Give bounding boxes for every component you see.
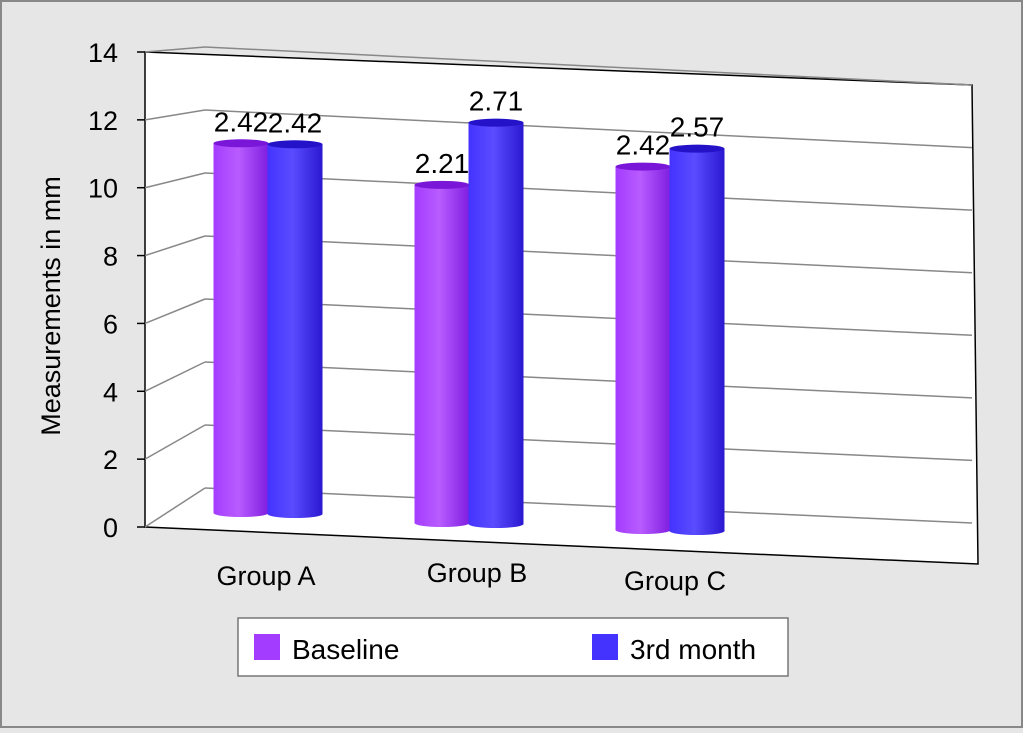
legend-label-3rd-month: 3rd month xyxy=(630,634,756,665)
bars: 2.42 2.422.212.712.422.57 xyxy=(213,86,725,535)
y-axis-title: Measurements in mm xyxy=(36,176,66,436)
bar-top xyxy=(213,139,269,148)
bar-body xyxy=(468,122,524,529)
data-label: 2.21 xyxy=(415,148,470,179)
gridline xyxy=(204,361,973,399)
gridline xyxy=(204,298,973,337)
gridline-side xyxy=(144,235,206,257)
bar-body xyxy=(267,144,323,518)
legend-label-baseline: Baseline xyxy=(292,634,399,665)
y-tick-label: 8 xyxy=(103,242,118,272)
data-label: 2.42 xyxy=(616,130,671,161)
data-label: 2.57 xyxy=(670,112,725,143)
legend-swatch-baseline xyxy=(254,634,280,660)
bar-top xyxy=(468,118,524,127)
bar-top xyxy=(669,144,725,153)
bar-group-a-3rd-month: 2.42 xyxy=(267,107,323,518)
y-tick-label: 0 xyxy=(103,513,118,543)
gridline xyxy=(204,235,973,274)
bar-group-c-baseline: 2.42 xyxy=(615,130,671,534)
gridline xyxy=(204,109,973,149)
data-label: 2.42 xyxy=(214,106,269,137)
gridline-side xyxy=(144,424,206,460)
bar-body xyxy=(414,184,470,527)
x-axis: Group A Group B Group C xyxy=(216,558,726,596)
y-tick-label: 14 xyxy=(88,38,118,68)
y-tick-label: 6 xyxy=(103,309,118,339)
bar-top xyxy=(414,180,470,189)
gridline xyxy=(204,46,973,86)
y-tick-label: 2 xyxy=(103,445,118,475)
bar-group-a-baseline: 2.42 xyxy=(213,106,269,517)
floor-edge xyxy=(144,487,206,528)
gridline xyxy=(204,424,973,462)
gridline-side xyxy=(144,109,206,121)
bar-group-b-3rd-month: 2.71 xyxy=(468,86,524,529)
data-label: 2.71 xyxy=(469,86,524,117)
bar-group-b-baseline: 2.21 xyxy=(414,148,470,527)
gridline-side xyxy=(144,361,206,392)
bar-top xyxy=(267,140,323,149)
x-tick-label: Group C xyxy=(624,566,726,596)
gridline-side xyxy=(144,172,206,189)
y-tick-label: 10 xyxy=(88,174,118,204)
floor-back-edge xyxy=(204,487,973,524)
x-tick-label: Group A xyxy=(216,561,315,591)
bar-group-c-3rd-month: 2.57 xyxy=(669,112,725,535)
bar-body xyxy=(615,166,671,534)
x-tick-label: Group B xyxy=(427,558,528,588)
y-tick-label: 12 xyxy=(88,106,118,136)
legend-swatch-3rd-month xyxy=(592,634,618,660)
gridline-side xyxy=(144,298,206,325)
bar-body xyxy=(669,148,725,535)
legend: Baseline 3rd month xyxy=(237,617,789,677)
bar-body xyxy=(213,143,269,517)
y-tick-label: 4 xyxy=(103,377,118,407)
y-axis: 0 2 4 6 8 10 12 14 xyxy=(88,38,145,543)
legend-box xyxy=(237,617,789,677)
gridline xyxy=(204,172,973,211)
bar-top xyxy=(615,162,671,171)
gridline-side xyxy=(144,46,206,53)
gridlines xyxy=(144,46,973,528)
data-label: 2.42 xyxy=(268,107,323,138)
